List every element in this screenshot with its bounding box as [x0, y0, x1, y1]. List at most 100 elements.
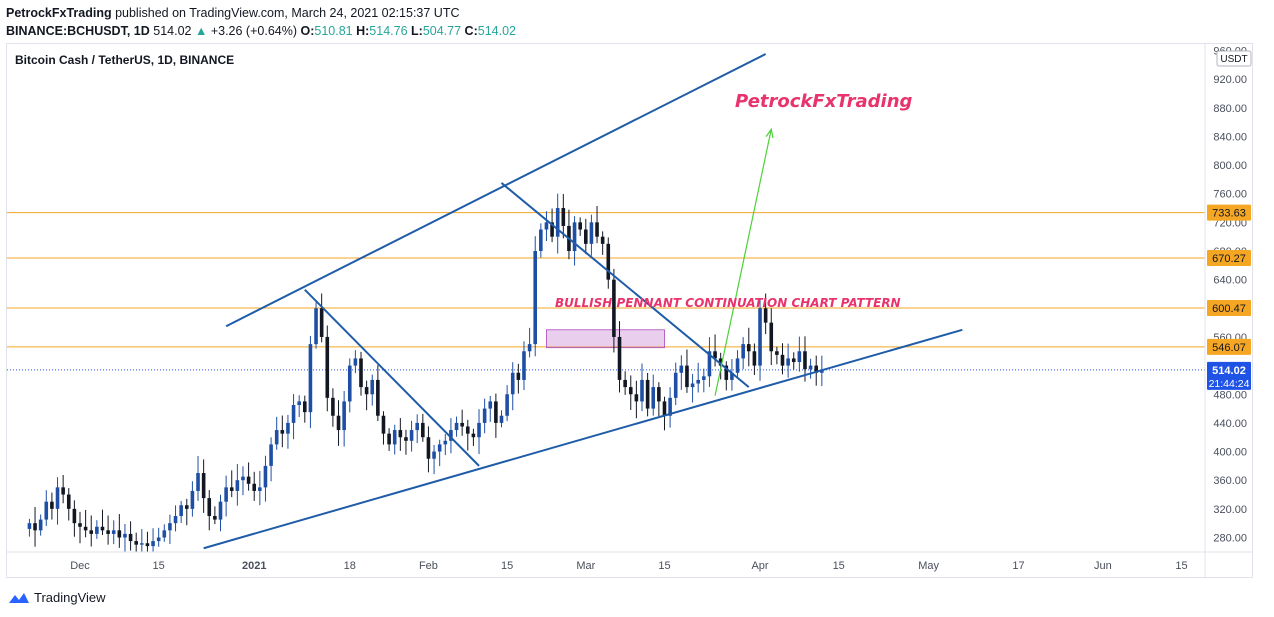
candle-body: [370, 379, 375, 395]
candle: [190, 481, 195, 517]
footer: TradingView: [8, 590, 106, 605]
trendlines[interactable]: [203, 53, 963, 550]
candle: [151, 528, 155, 552]
candle: [775, 346, 779, 365]
candle-body: [499, 415, 504, 423]
candle: [437, 439, 442, 467]
candle-body: [134, 541, 138, 545]
candle-body: [303, 401, 307, 413]
candle-body: [803, 351, 807, 370]
candle-body: [746, 344, 751, 352]
candle: [584, 218, 588, 255]
candle: [651, 374, 656, 416]
y-tick-label: 760.00: [1213, 189, 1247, 201]
candle-body: [668, 397, 672, 416]
candle-body: [516, 372, 521, 380]
price-axis[interactable]: 960.00920.00880.00840.00800.00760.00720.…: [1204, 44, 1252, 578]
candles: [27, 193, 824, 552]
horizontal-levels: [7, 212, 1205, 348]
candle: [184, 498, 189, 526]
time-axis[interactable]: Dec 15 2021 18 Feb 15 Mar 15 Apr 15 May 17 Jun 15: [7, 551, 1253, 572]
candle: [156, 527, 161, 547]
candle-body: [297, 401, 301, 405]
candle: [44, 490, 49, 527]
candle: [718, 352, 723, 380]
candle-body: [162, 530, 167, 538]
candle: [662, 396, 667, 431]
candle: [241, 466, 245, 496]
candle-body: [252, 483, 257, 491]
candle-body: [280, 430, 285, 434]
trendline: [203, 328, 963, 550]
candle-body: [151, 541, 155, 547]
candle: [140, 529, 144, 552]
candle: [319, 293, 324, 343]
candle-body: [634, 394, 639, 402]
candle-body: [432, 451, 436, 459]
candle: [229, 470, 234, 498]
price-level-tag: [1207, 338, 1251, 355]
candle-body: [814, 365, 819, 373]
candle: [505, 385, 509, 422]
candle-body: [286, 422, 290, 434]
candle: [286, 414, 290, 449]
candle-body: [184, 505, 189, 509]
candle-body: [66, 494, 71, 509]
tradingview-logo-icon[interactable]: [8, 591, 30, 605]
candle: [173, 505, 178, 532]
candle: [336, 400, 341, 446]
candle-body: [291, 404, 296, 423]
candle-body: [415, 422, 419, 431]
candle-body: [713, 351, 717, 359]
candle-body: [539, 229, 543, 251]
candle: [392, 424, 397, 455]
candle: [527, 327, 532, 358]
candle: [325, 325, 330, 412]
x-tick-label: 2021: [242, 560, 266, 572]
candle: [291, 394, 296, 440]
candle-body: [707, 351, 712, 377]
candle-body: [730, 372, 734, 380]
candle: [95, 520, 99, 539]
candle: [280, 415, 285, 448]
candle: [567, 209, 571, 260]
candle: [274, 416, 279, 450]
consolidation-zone: [546, 329, 665, 349]
candle-body: [55, 487, 60, 509]
candle-body: [488, 401, 493, 409]
chart-title: Bitcoin Cash / TetherUS, 1D, BINANCE: [15, 53, 234, 67]
candle-body: [246, 476, 251, 484]
x-tick-label: Dec: [70, 560, 90, 572]
candle: [640, 363, 644, 412]
publish-info: published on TradingView.com, March 24, …: [115, 6, 460, 20]
candle: [27, 518, 32, 537]
author-name[interactable]: PetrockFxTrading: [6, 6, 112, 20]
candle-body: [319, 308, 324, 337]
candle: [269, 437, 273, 482]
candle-body: [758, 308, 762, 366]
high-value: 514.76: [369, 24, 408, 38]
candle-body: [561, 208, 566, 226]
candle: [426, 426, 431, 473]
ohlc-line: BINANCE:BCHUSDT, 1D 514.02 ▲ +3.26 (+0.6…: [6, 22, 516, 40]
tradingview-brand[interactable]: TradingView: [34, 590, 106, 605]
candle-body: [791, 358, 796, 363]
candle-body: [359, 358, 363, 388]
candle-body: [258, 487, 262, 491]
candle: [134, 532, 138, 552]
y-tick-label: 880.00: [1213, 103, 1247, 115]
candle: [544, 211, 549, 242]
candle-body: [229, 487, 234, 491]
candle-body: [628, 387, 633, 395]
candle: [668, 387, 672, 428]
chart-frame[interactable]: [6, 43, 1253, 578]
last-price-tag: [1207, 361, 1251, 390]
candle-body: [606, 243, 611, 280]
candle-body: [224, 487, 228, 502]
publish-line: PetrockFxTrading published on TradingVie…: [6, 4, 516, 22]
candle: [55, 477, 60, 525]
candle-body: [398, 430, 403, 438]
candle: [179, 500, 183, 524]
y-tick-label: 440.00: [1213, 418, 1247, 430]
